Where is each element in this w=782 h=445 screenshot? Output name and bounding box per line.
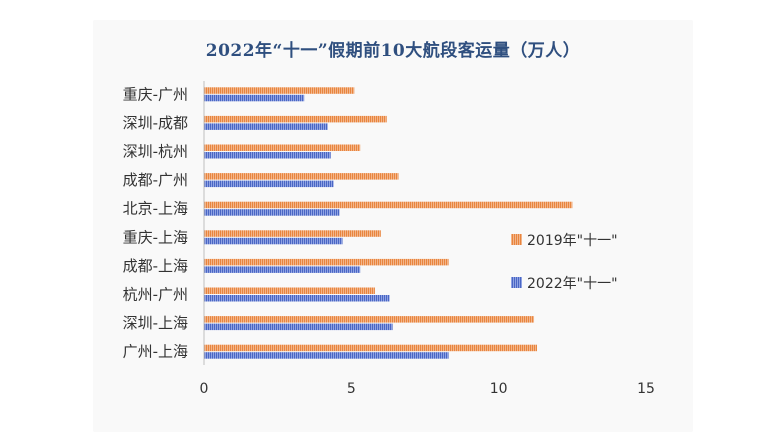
bar-2022 <box>204 323 393 331</box>
category-label: 广州-上海 <box>123 343 188 361</box>
bar-2019 <box>204 344 537 352</box>
bar-2019 <box>204 316 535 323</box>
x-tick-label: 10 <box>490 381 508 397</box>
bar-2022 <box>204 94 305 102</box>
bar-2019 <box>204 144 361 151</box>
category-label: 成都-上海 <box>123 257 188 275</box>
bar-2022 <box>204 352 449 359</box>
bar-2019 <box>204 115 387 123</box>
category-label: 深圳-杭州 <box>123 143 188 161</box>
bar-2022 <box>204 237 343 245</box>
category-label: 杭州-广州 <box>123 286 188 304</box>
bar-2019 <box>204 258 449 266</box>
x-tick-label: 15 <box>637 381 655 397</box>
chart-title: 2022年“十一”假期前10大航段客运量（万人） <box>205 41 581 61</box>
legend-swatch-2019 <box>511 234 522 245</box>
bar-2019 <box>204 87 355 94</box>
category-label: 深圳-成都 <box>123 114 188 132</box>
bar-2022 <box>204 123 328 130</box>
category-labels: 重庆-广州深圳-成都深圳-杭州成都-广州北京-上海重庆-上海成都-上海杭州-广州… <box>123 85 188 360</box>
x-tick-label: 0 <box>200 381 209 397</box>
legend-label: 2019年"十一" <box>527 233 618 249</box>
chart-background <box>93 20 693 432</box>
category-label: 成都-广州 <box>123 171 188 189</box>
bar-2019 <box>204 201 573 209</box>
category-label: 重庆-上海 <box>123 228 188 246</box>
legend: 2019年"十一" 2022年"十一" <box>511 233 618 292</box>
bar-2022 <box>204 209 340 216</box>
category-label: 北京-上海 <box>123 200 188 218</box>
bars <box>204 87 573 359</box>
bar-2022 <box>204 180 334 188</box>
category-label: 深圳-上海 <box>123 314 188 332</box>
category-label: 重庆-广州 <box>123 85 188 103</box>
legend-label: 2022年"十一" <box>527 276 618 292</box>
bar-2022 <box>204 152 331 159</box>
legend-swatch-2022 <box>511 277 522 288</box>
bar-2019 <box>204 230 381 237</box>
x-tick-label: 5 <box>347 381 356 397</box>
bar-2022 <box>204 266 361 273</box>
bar-2019 <box>204 287 375 294</box>
bar-2022 <box>204 295 390 302</box>
x-tick-labels: 0 5 10 15 <box>200 381 655 397</box>
bar-2019 <box>204 173 399 180</box>
